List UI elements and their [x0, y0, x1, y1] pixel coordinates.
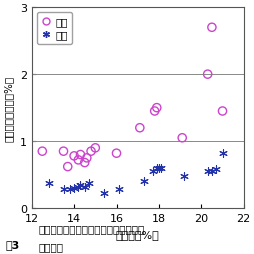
Point	[209, 170, 213, 174]
Point	[78, 183, 82, 187]
Point	[154, 106, 158, 110]
Point	[158, 166, 162, 170]
Point	[82, 161, 86, 165]
Point	[72, 154, 76, 158]
Text: 状の影響: 状の影響	[38, 242, 63, 251]
Text: 脹車・選別損失に及ぼすコンケーブ形: 脹車・選別損失に及ぼすコンケーブ形	[38, 224, 144, 234]
Text: 図3: 図3	[5, 239, 19, 249]
Legend: 標準, 幅広: 標準, 幅広	[37, 13, 72, 45]
Point	[154, 166, 158, 170]
X-axis label: 英水分（%）: 英水分（%）	[115, 229, 159, 239]
Point	[141, 180, 146, 184]
Point	[182, 174, 186, 178]
Point	[66, 165, 70, 169]
Point	[78, 153, 82, 157]
Point	[156, 166, 160, 170]
Point	[220, 109, 224, 114]
Point	[76, 158, 80, 162]
Point	[101, 192, 105, 196]
Point	[116, 187, 120, 192]
Point	[76, 185, 80, 189]
Point	[180, 136, 184, 140]
Point	[205, 170, 209, 174]
Point	[87, 181, 91, 185]
Point	[150, 170, 154, 174]
Point	[137, 126, 141, 130]
Point	[68, 187, 72, 192]
Point	[82, 185, 86, 189]
Point	[213, 168, 217, 172]
Y-axis label: 脹車・選別損失（%）: 脹車・選別損失（%）	[4, 75, 14, 141]
Point	[61, 150, 65, 154]
Point	[40, 150, 44, 154]
Point	[85, 156, 89, 160]
Point	[205, 73, 209, 77]
Point	[72, 186, 76, 190]
Point	[89, 150, 93, 154]
Point	[220, 152, 224, 156]
Point	[61, 187, 65, 192]
Point	[93, 146, 97, 150]
Point	[152, 109, 156, 114]
Point	[209, 26, 213, 30]
Point	[46, 181, 51, 185]
Point	[114, 152, 118, 156]
